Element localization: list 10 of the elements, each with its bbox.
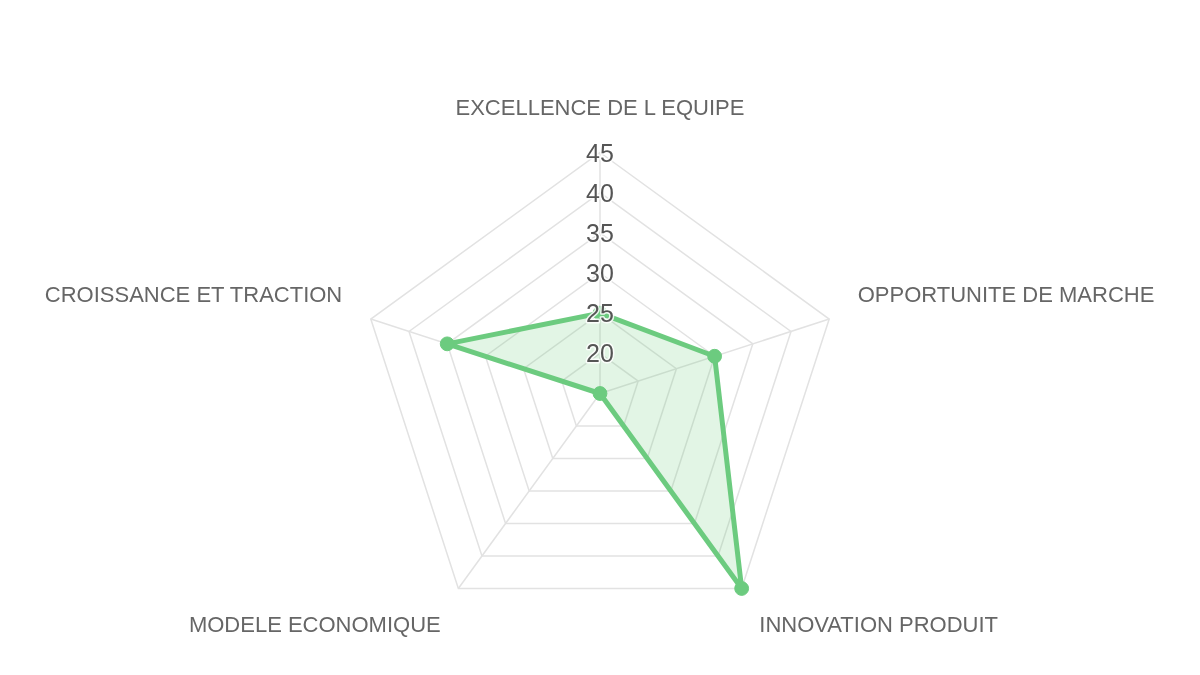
y-tick-label: 30 bbox=[586, 259, 614, 287]
spoke-label: EXCELLENCE DE L EQUIPE bbox=[455, 94, 745, 120]
y-tick-label: 20 bbox=[586, 339, 614, 368]
y-tick-label: 45 bbox=[586, 138, 614, 167]
spoke-label: CROISSANCE ET TRACTION bbox=[44, 281, 343, 307]
y-tick-label: 35 bbox=[586, 218, 614, 247]
spoke-label: INNOVATION PRODUIT bbox=[759, 612, 999, 638]
y-tick-label: 40 bbox=[586, 178, 614, 207]
spoke-label: OPPORTUNITE DE MARCHE bbox=[857, 281, 1155, 307]
spoke-label: MODELE ECONOMIQUE bbox=[188, 612, 441, 638]
